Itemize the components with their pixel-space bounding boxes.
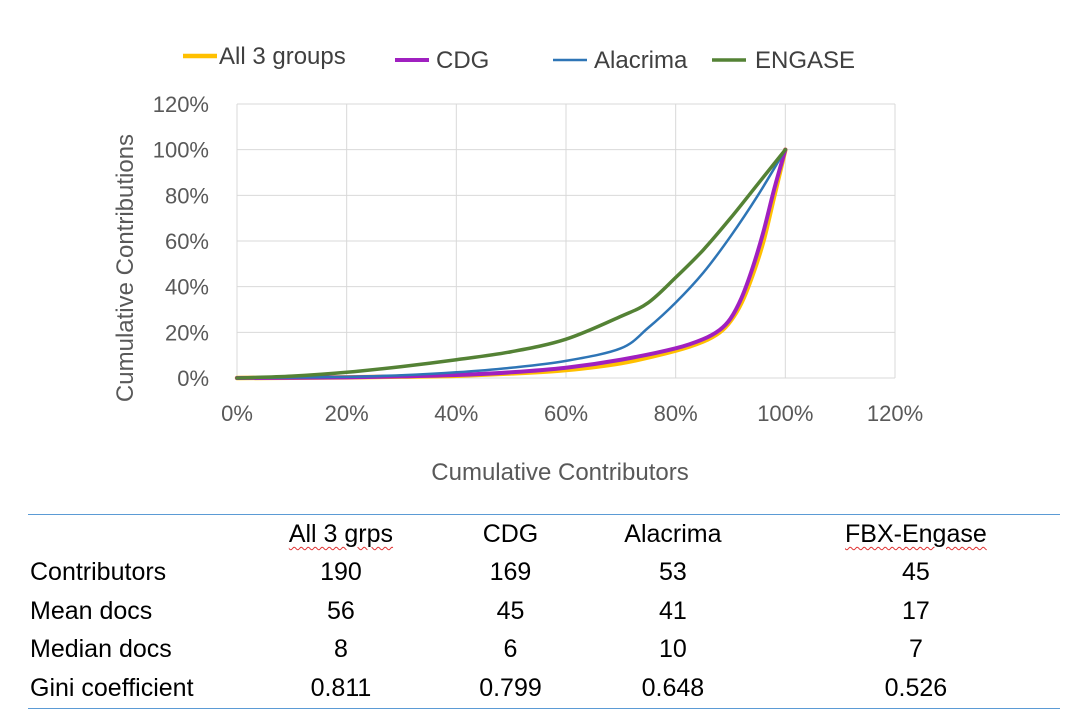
table-cell: 8 — [333, 635, 348, 664]
x-tick-label: 60% — [544, 401, 588, 426]
table-cell: 45 — [901, 558, 930, 587]
legend-label: CDG — [436, 47, 489, 74]
table-row: Gini coefficient 0.811 0.799 0.648 0.526 — [28, 669, 1060, 708]
header-engase-label: FBX-Engase — [845, 519, 987, 548]
table-header-all3: All 3 grps — [235, 515, 447, 554]
table-cell: 41 — [659, 596, 687, 625]
x-tick-label: 0% — [221, 401, 253, 426]
table-cell: 53 — [659, 558, 687, 587]
table-row: Contributors 190 169 53 45 — [28, 554, 1060, 593]
table-cell: 0.811 — [310, 673, 372, 702]
table-row: Mean docs 56 45 41 17 — [28, 592, 1060, 631]
legend-label: All 3 groups — [219, 43, 346, 70]
chart-legend: All 3 groups CDG Alacrima ENGASE — [183, 43, 855, 74]
row-label: Median docs — [30, 635, 172, 664]
table-cell: 45 — [496, 596, 525, 625]
table-header-blank — [28, 515, 235, 554]
table-cell: 0.799 — [479, 673, 542, 702]
x-tick-label: 100% — [757, 401, 813, 426]
y-tick-label: 60% — [165, 229, 209, 254]
lorenz-chart: All 3 groups CDG Alacrima ENGASE 0% 20% 40% 60… — [112, 43, 923, 486]
legend-label: Alacrima — [594, 47, 688, 74]
header-all3-label: All 3 grps — [288, 519, 394, 548]
row-label: Contributors — [30, 558, 167, 587]
table-cell: 10 — [659, 635, 687, 664]
table-row: Median docs 8 6 10 7 — [28, 631, 1060, 670]
row-label: Mean docs — [30, 596, 153, 625]
table-header-engase: FBX-Engase — [772, 515, 1060, 554]
chart-series — [234, 147, 788, 381]
y-tick-label: 120% — [153, 92, 209, 117]
table-cell: 190 — [320, 558, 362, 587]
chart-grid — [236, 103, 896, 379]
table-cell: 6 — [503, 635, 518, 664]
table-cell: 0.648 — [641, 673, 705, 702]
table-header-alacrima: Alacrima — [624, 519, 722, 548]
x-tick-label: 80% — [654, 401, 698, 426]
series-line-alacrima — [235, 148, 787, 380]
x-axis-ticks: 0% 20% 40% 60% 80% 100% 120% — [221, 401, 923, 426]
table-header-row: All 3 grps CDG Alacrima FBX-Engase — [28, 515, 1060, 554]
table-cell: 7 — [908, 635, 923, 664]
series-line-all-3-groups — [234, 147, 788, 381]
table-header-cdg: CDG — [482, 519, 539, 548]
table-cell: 56 — [327, 596, 355, 625]
y-axis-ticks: 0% 20% 40% 60% 80% 100% 120% — [153, 92, 209, 391]
series-line-engase — [235, 147, 788, 380]
y-tick-label: 20% — [165, 320, 209, 345]
y-tick-label: 100% — [153, 138, 209, 163]
y-axis-title: Cumulative Contributions — [112, 134, 139, 402]
table-cell: 0.526 — [884, 673, 948, 702]
row-label: Gini coefficient — [30, 673, 194, 702]
table-cell: 169 — [489, 558, 532, 587]
x-tick-label: 20% — [325, 401, 369, 426]
x-tick-label: 120% — [867, 401, 923, 426]
y-tick-label: 80% — [165, 183, 209, 208]
table-cell: 17 — [901, 596, 930, 625]
x-axis-title: Cumulative Contributors — [431, 459, 688, 486]
legend-label: ENGASE — [755, 47, 855, 74]
y-tick-label: 0% — [177, 366, 209, 391]
x-tick-label: 40% — [434, 401, 478, 426]
y-tick-label: 40% — [165, 275, 209, 300]
stats-table: All 3 grps CDG Alacrima FBX-Engase Contr… — [28, 514, 1060, 709]
